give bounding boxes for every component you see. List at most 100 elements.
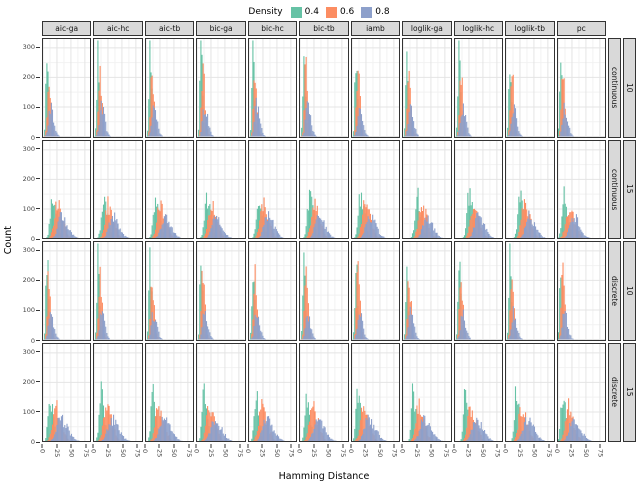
facet-row-strip-type-label: discrete [609, 377, 619, 408]
y-axis-tick-labels: 0 100 200 300 [16, 343, 40, 445]
y-tick-mark [36, 148, 40, 150]
facet-row-strip-nodes: 10 [622, 241, 636, 341]
histogram-canvas [352, 242, 399, 340]
x-tick-label: 0 [501, 449, 510, 454]
x-tick-mark [496, 444, 498, 448]
facet-row-strip-type-label: continuous [609, 168, 619, 210]
facet-panel [42, 38, 92, 138]
histogram-canvas [249, 141, 296, 238]
x-tick-label: 25 [207, 449, 216, 458]
x-tick-label: 75 [81, 449, 90, 458]
y-tick-mark [36, 208, 40, 210]
facet-panel [402, 139, 452, 239]
histogram-canvas [403, 141, 450, 238]
y-tick-mark [36, 137, 40, 138]
x-tick-mark [195, 444, 197, 448]
facet-panel [453, 342, 504, 442]
x-tick-label: 75 [184, 449, 193, 458]
legend-title: Density [248, 7, 283, 17]
x-tick-label: 25 [361, 449, 370, 458]
x-tick-label: 50 [221, 449, 230, 458]
x-axis-tick-labels: 0 25 50 75 [347, 444, 400, 468]
legend-entries: 0.4 0.6 0.8 [290, 6, 390, 18]
y-tick-mark [36, 46, 40, 48]
x-tick-label: 25 [567, 449, 576, 458]
y-tick-label: 100 [22, 204, 35, 213]
x-tick-label: 50 [530, 449, 539, 458]
histogram-canvas [300, 141, 347, 238]
facet-row-strip-type: discrete [607, 342, 621, 442]
y-tick-label: 100 [22, 407, 35, 416]
y-tick-mark [36, 106, 40, 108]
histogram-canvas [506, 344, 553, 441]
facet-row-strip-type-label: continuous [609, 67, 619, 109]
facet-panel [299, 139, 349, 239]
legend-entry: 0.6 [325, 6, 354, 18]
x-tick-mark [482, 444, 484, 448]
x-tick-label: 25 [52, 449, 61, 458]
histogram-canvas [249, 344, 296, 441]
histogram-canvas [506, 39, 553, 137]
y-tick-label: 300 [22, 42, 35, 51]
x-tick-mark [548, 444, 550, 448]
histogram-canvas [557, 242, 605, 340]
facet-row-strip-type: continuous [607, 139, 621, 239]
y-tick-label: 0 [30, 336, 35, 345]
facet-panel [350, 139, 401, 239]
x-tick-label: 25 [412, 449, 421, 458]
x-tick-label: 0 [398, 449, 407, 454]
y-tick-mark [36, 76, 40, 78]
facet-row-strip-type: continuous [607, 38, 621, 138]
histogram-canvas [197, 39, 244, 137]
y-tick-mark [36, 411, 40, 413]
legend-entry: 0.8 [361, 6, 390, 18]
x-tick-label: 75 [390, 449, 399, 458]
facet-column-strip: aic-hc [93, 21, 143, 36]
facet-column-strip: bic-hc [247, 21, 298, 36]
x-axis-tick-labels: 0 25 50 75 [295, 444, 348, 468]
facet-panel [42, 139, 92, 239]
x-tick-label: 0 [346, 449, 355, 454]
x-tick-mark [519, 444, 521, 448]
facet-row-strip-type: discrete [607, 241, 621, 341]
facet-panel [144, 139, 195, 239]
x-tick-mark [504, 444, 506, 448]
y-tick-label: 300 [22, 144, 35, 153]
facet-panel [402, 38, 452, 138]
histogram-canvas [455, 39, 502, 137]
facet-panel [196, 241, 246, 341]
facet-panel [505, 38, 555, 138]
histogram-canvas [197, 141, 244, 238]
facet-column-strip: loglik-tb [505, 21, 555, 36]
x-tick-label: 0 [295, 449, 304, 454]
facet-column-strip: bic-ga [196, 21, 246, 36]
facet-column-strip: iamb [350, 21, 401, 36]
legend: Density 0.4 0.6 0.8 [2, 3, 636, 21]
y-tick-label: 200 [22, 377, 35, 386]
facet-panel [247, 38, 298, 138]
facet-panel [556, 342, 606, 442]
x-axis-tick-labels: 0 25 50 75 [193, 444, 245, 468]
histogram-canvas [249, 242, 296, 340]
facet-panel [505, 241, 555, 341]
y-tick-label: 100 [22, 103, 35, 112]
y-tick-label: 300 [22, 347, 35, 356]
x-tick-label: 0 [244, 449, 253, 454]
x-tick-label: 0 [449, 449, 458, 454]
x-tick-mark [210, 444, 212, 448]
histogram-canvas [403, 39, 450, 137]
x-tick-mark [342, 444, 344, 448]
y-axis-title: Count [2, 38, 14, 442]
facet-column-strip: loglik-hc [453, 21, 504, 36]
x-axis-tick-labels: 0 25 50 75 [553, 444, 606, 468]
x-tick-mark [556, 444, 558, 448]
facet-panel [196, 342, 246, 442]
x-axis-tick-labels: 0 25 50 75 [398, 444, 451, 468]
facet-column-strip: bic-tb [299, 21, 349, 36]
y-axis-tick-labels: 0 100 200 300 [16, 241, 40, 345]
histogram-canvas [455, 141, 502, 238]
histogram-canvas [352, 344, 399, 441]
y-tick-mark [36, 309, 40, 311]
x-tick-label: 75 [442, 449, 451, 458]
x-tick-label: 25 [155, 449, 164, 458]
